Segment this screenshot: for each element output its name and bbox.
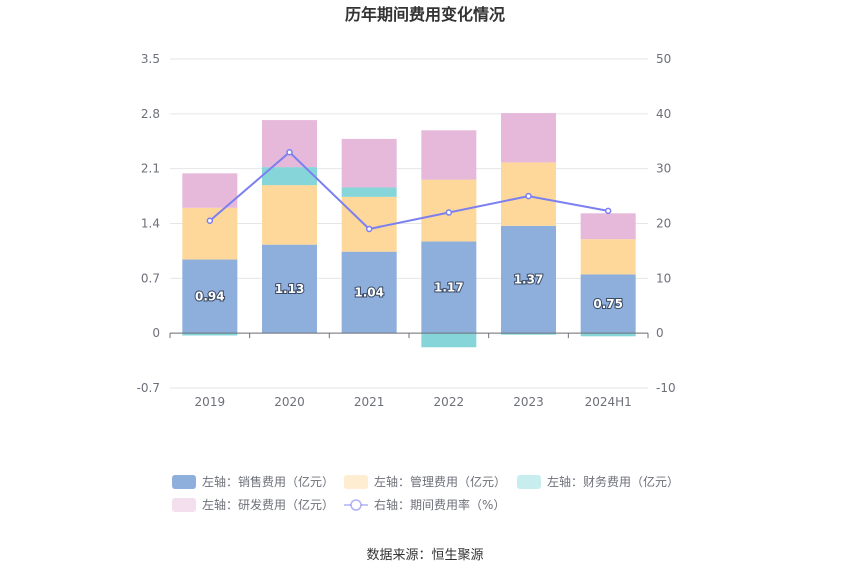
bar-segment [341,187,397,197]
left-tick-label: 3.5 [141,52,160,66]
x-tick-label: 2023 [513,395,544,409]
bar-segment [262,120,317,168]
x-tick-label: 2021 [354,395,385,409]
data-label: 1.04 [354,285,384,299]
grid-lines [170,58,648,389]
data-label: 0.94 [195,289,225,303]
bar-segment [182,333,238,336]
x-tick-label: 2022 [434,395,465,409]
line-point [206,217,214,225]
line-point [445,209,453,216]
source-note: 数据来源：恒生聚源 [366,548,483,563]
legend-swatch [517,475,541,489]
bar-segment [580,333,636,337]
legend-label: 右轴：期间费用率（%） [374,497,505,512]
legend-marker [350,499,362,511]
legend-swatch [172,475,196,489]
data-label: 1.13 [275,282,305,296]
left-axis: -0.7 0 0.7 1.4 2.1 2.8 3.5 [137,52,160,395]
legend-label: 左轴：研发费用（亿元） [202,497,334,512]
bar-segment [341,138,397,188]
bar-segment [262,244,317,334]
data-label: 1.17 [434,280,464,294]
line-point [286,148,293,156]
bar-segment [580,213,636,240]
left-tick-label: -0.7 [137,381,160,395]
left-tick-label: 1.4 [141,217,160,231]
right-tick-label: -10 [656,381,676,395]
bar-segment [580,239,636,275]
right-tick-label: 30 [656,162,671,176]
line-point [365,225,373,233]
bar-series [182,113,636,348]
line-point [604,207,612,215]
bar-segment [262,167,317,186]
bar-segment [421,333,477,348]
bar-segment [182,207,238,260]
chart-title: 历年期间费用变化情况 [345,5,505,24]
legend-label: 左轴：销售费用（亿元） [202,474,334,489]
bar-segment [501,225,556,334]
left-tick-label: 0 [152,326,160,340]
bar-segment [421,241,477,334]
data-labels: 0.94 1.13 1.04 1.17 1.37 0.75 [194,272,624,312]
legend-label: 左轴：财务费用（亿元） [547,474,679,489]
legend: 左轴：销售费用（亿元） 左轴：管理费用（亿元） 左轴：财务费用（亿元） 左轴：研发费用… [172,474,679,512]
bar-segment [262,185,317,245]
data-label: 1.37 [514,273,544,287]
x-axis: 2019 2020 2021 2022 2023 2024H1 [195,395,632,409]
line-point [525,192,532,200]
line-series [206,148,612,233]
right-tick-label: 10 [656,271,671,285]
bar-segment [501,113,556,163]
left-tick-label: 2.1 [141,162,160,176]
bar-segment [182,259,238,334]
line-path [209,150,609,231]
right-tick-label: 40 [656,107,671,121]
right-tick-label: 0 [656,326,664,340]
right-axis: -10 0 10 20 30 40 50 [656,52,676,395]
legend-label: 左轴：管理费用（亿元） [374,474,506,489]
bar-segment [182,173,238,208]
bar-segment [421,130,477,180]
x-tick-label: 2019 [195,395,226,409]
right-tick-label: 20 [656,217,671,231]
x-tick-label: 2020 [274,395,305,409]
right-tick-label: 50 [656,52,671,66]
x-tick-label: 2024H1 [585,395,632,409]
bar-segment [341,251,397,334]
bar-segment [580,274,636,334]
left-tick-label: 2.8 [141,107,160,121]
legend-swatch [172,498,196,512]
bar-segment [501,333,556,335]
zero-axis [169,332,649,339]
left-tick-label: 0.7 [141,271,160,285]
legend-swatch [344,475,368,489]
data-label: 0.75 [593,297,623,311]
